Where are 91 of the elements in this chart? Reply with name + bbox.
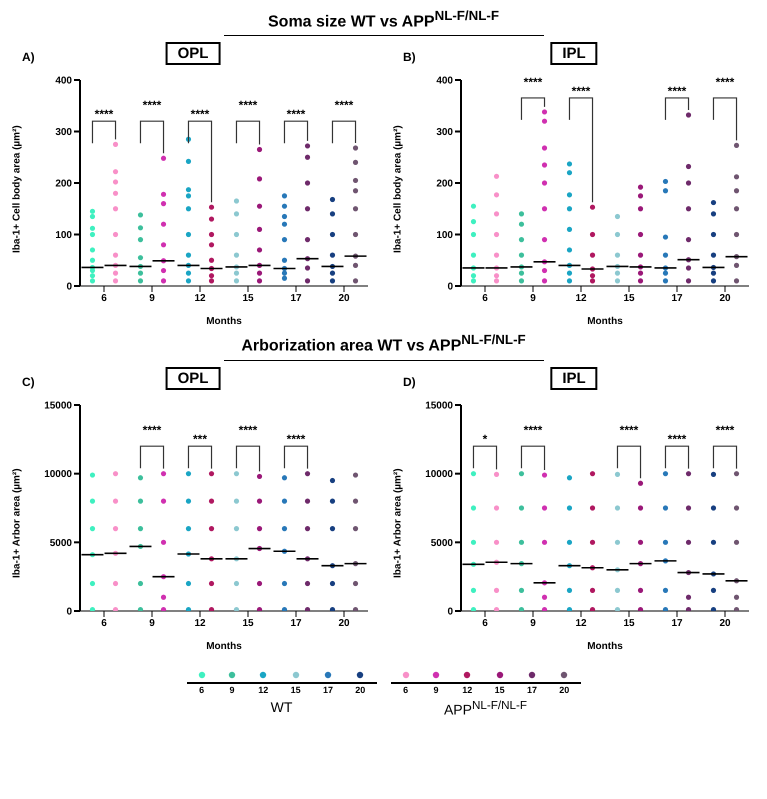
y-tick-label: 10000 [44, 468, 72, 480]
y-axis-title: Iba-1+ Cell body area (µm²) [12, 126, 23, 254]
y-axis-title: Iba-1+ Cell body area (µm²) [392, 126, 404, 254]
text: **** [716, 422, 734, 437]
x-tick-label: 9 [530, 293, 536, 304]
x-tick-label: 15 [242, 618, 254, 629]
text: **** [286, 108, 306, 122]
x-tick-label: 9 [149, 293, 156, 304]
chart-subtitle: IPL [550, 42, 598, 66]
legend-label: 12 [462, 684, 472, 695]
y-tick-label: 300 [436, 127, 454, 138]
y-tick-label: 15000 [44, 400, 72, 412]
x-tick-label: 6 [482, 618, 488, 629]
legend-label: 17 [526, 684, 537, 695]
text: A) [22, 50, 35, 64]
x-tick-label: 9 [530, 618, 536, 629]
text: **** [334, 98, 354, 113]
text: **** [572, 84, 590, 98]
x-tick-label: 15 [623, 293, 635, 304]
text: **** [190, 108, 210, 122]
text: **** [668, 84, 686, 98]
x-axis-title: Months [206, 316, 242, 328]
legend-label: 12 [258, 684, 268, 695]
text: C) [22, 374, 35, 389]
text: **** [286, 432, 306, 446]
text: **** [620, 422, 638, 437]
x-axis-title: Months [206, 640, 242, 652]
legend-label: 20 [559, 684, 570, 695]
y-tick-label: 15000 [425, 400, 454, 412]
text: **** [142, 98, 162, 113]
text: B) [403, 50, 416, 64]
x-tick-label: 6 [101, 618, 108, 629]
legend-label: 17 [322, 684, 333, 695]
legend-label: 15 [494, 684, 505, 695]
y-tick-label: 5000 [430, 538, 454, 549]
x-tick-label: 20 [719, 618, 731, 629]
x-tick-label: 12 [575, 293, 587, 304]
text: **** [238, 98, 258, 113]
x-tick-label: 15 [242, 293, 254, 304]
y-tick-label: 100 [436, 230, 454, 242]
x-axis-title: Months [587, 316, 624, 328]
x-tick-label: 12 [194, 618, 206, 629]
y-tick-label: 10000 [425, 468, 454, 480]
x-tick-label: 20 [338, 618, 350, 629]
x-tick-label: 9 [149, 618, 156, 629]
legend-label: 9 [433, 684, 438, 695]
legend-label: 6 [403, 684, 408, 695]
y-tick-label: 0 [447, 606, 454, 618]
legend-label: 15 [290, 684, 301, 695]
y-tick-label: 0 [66, 606, 72, 618]
text: **** [668, 432, 686, 446]
y-axis-title: Iba-1+ Arbor area (µm²) [392, 468, 404, 578]
x-tick-label: 12 [194, 293, 206, 304]
legend-label: 6 [199, 684, 204, 695]
x-tick-label: 15 [623, 618, 635, 629]
x-tick-label: 17 [671, 618, 683, 629]
x-tick-label: 17 [290, 293, 302, 304]
text: D) [403, 374, 416, 389]
x-tick-label: 20 [338, 293, 350, 304]
text: ***** [482, 422, 542, 446]
text: WT [270, 698, 292, 715]
legend-label: 9 [229, 684, 234, 695]
chart-subtitle: IPL [550, 366, 598, 390]
x-tick-label: 6 [101, 293, 108, 304]
y-axis-title: Iba-1+ Arbor area (µm²) [12, 468, 23, 578]
chart-title: Arborization area WT vs APP$^{NL-F/NL-F}$ [224, 332, 544, 361]
y-tick-label: 200 [436, 178, 454, 190]
y-tick-label: 400 [436, 76, 454, 87]
y-tick-label: 400 [55, 76, 72, 87]
y-tick-label: 300 [55, 127, 72, 138]
x-axis-title: Months [587, 640, 624, 652]
text: ******* [192, 422, 258, 446]
y-tick-label: 5000 [50, 538, 72, 549]
x-tick-label: 20 [719, 293, 731, 304]
chart-title: Soma size WT vs APP$^{NL-F/NL-F}$ [224, 8, 544, 36]
x-tick-label: 17 [671, 293, 683, 304]
x-tick-label: 6 [482, 293, 488, 304]
text: **** [716, 75, 734, 90]
y-tick-label: 0 [66, 282, 72, 293]
y-tick-label: 0 [447, 282, 454, 293]
text: APP$^{NL-F/NL-F}$ [444, 698, 528, 718]
text: **** [94, 108, 114, 122]
text: **** [524, 75, 542, 90]
y-tick-label: 100 [55, 230, 72, 242]
chart-subtitle: OPL [166, 366, 220, 390]
x-tick-label: 17 [290, 618, 302, 629]
y-tick-label: 200 [55, 178, 72, 190]
x-tick-label: 12 [575, 618, 587, 629]
chart-subtitle: OPL [166, 42, 220, 66]
legend-label: 20 [355, 684, 366, 695]
text: **** [142, 422, 162, 437]
